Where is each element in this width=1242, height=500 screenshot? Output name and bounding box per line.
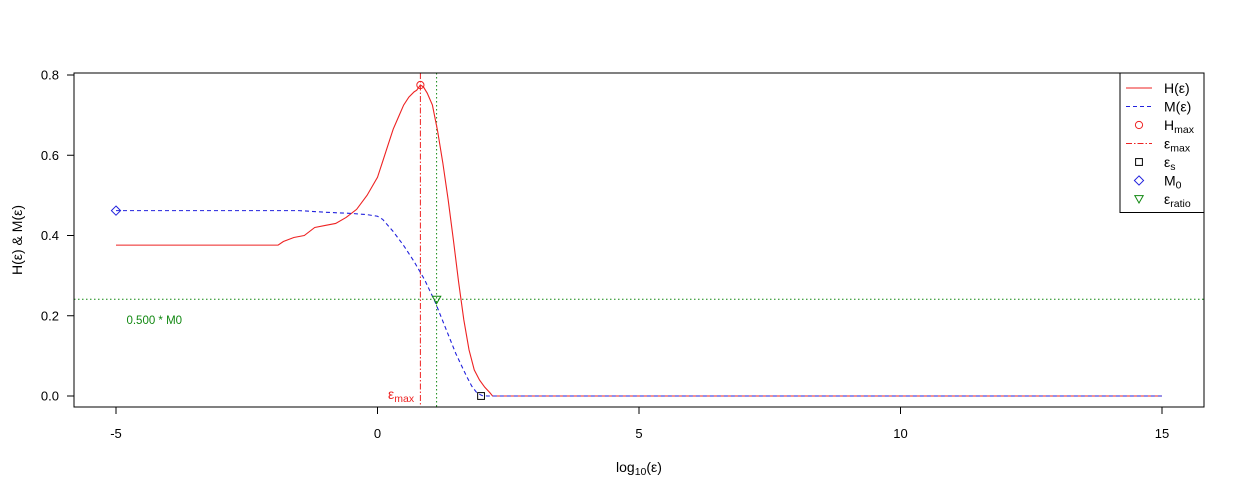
legend-label-base: M: [1164, 173, 1176, 189]
x-axis-title-rest: (ε): [646, 459, 662, 475]
x-tick-label: 0: [374, 426, 381, 441]
x-axis-title-base: log: [616, 459, 635, 475]
marker-eps-ratio: [431, 295, 442, 305]
plot-frame: [73, 72, 1205, 408]
x-tick-label: -5: [110, 426, 122, 441]
legend-label-eps-s: εs: [1164, 154, 1176, 173]
legend-label-base: ε: [1164, 154, 1170, 170]
legend-symbol-eps_ratio: [1133, 195, 1145, 205]
legend-label-sub: s: [1170, 161, 1175, 173]
legend-label-base: H(ε): [1164, 80, 1190, 96]
legend-label-eps-max: εmax: [1164, 136, 1191, 155]
x-axis-title: log10(ε): [616, 459, 662, 478]
eps-max-annotation: εmax: [388, 386, 415, 405]
legend-label-sub: max: [1174, 124, 1195, 136]
marker-H-max: [416, 80, 425, 90]
y-tick-label: 0.0: [41, 389, 59, 404]
legend-label-H-max: Hmax: [1164, 117, 1195, 136]
legend-symbol-H_max: [1134, 120, 1144, 130]
legend-label-H: H(ε): [1164, 80, 1190, 96]
marker-M0: [110, 205, 122, 216]
legend-label-eps-ratio: εratio: [1164, 191, 1191, 210]
y-axis-title: H(ε) & M(ε): [9, 205, 25, 275]
plot-area: [74, 73, 1204, 407]
legend-label-base: H: [1164, 117, 1174, 133]
y-tick-label: 0.4: [41, 228, 59, 243]
half-M0-annotation: 0.500 * M0: [126, 315, 182, 327]
eps-max-annotation-sub: max: [394, 393, 415, 405]
legend-box: [1119, 72, 1205, 213]
x-axis-title-sub: 10: [635, 466, 647, 478]
y-tick-label: 0.6: [41, 148, 59, 163]
y-tick-label: 0.8: [41, 68, 59, 83]
x-tick-label: 5: [635, 426, 642, 441]
legend-label-sub: ratio: [1170, 198, 1191, 210]
legend-label-sub: 0: [1176, 180, 1182, 192]
legend-label-M: M(ε): [1164, 99, 1191, 115]
eps-max-annotation-base: ε: [388, 386, 394, 402]
series-M-line: [116, 210, 1162, 397]
marker-eps-s: [477, 392, 485, 400]
legend-symbol-eps_s: [1135, 158, 1143, 166]
legend-label-base: ε: [1164, 191, 1170, 207]
y-tick-label: 0.2: [41, 308, 59, 323]
legend-symbol-M0: [1133, 175, 1145, 186]
series-H-line: [116, 84, 1162, 397]
legend-label-base: ε: [1164, 136, 1170, 152]
legend-label-sub: max: [1170, 143, 1191, 155]
legend-label-M0: M0: [1164, 173, 1182, 192]
x-tick-label: 10: [893, 426, 907, 441]
x-tick-label: 15: [1155, 426, 1169, 441]
legend-label-base: M(ε): [1164, 99, 1191, 115]
